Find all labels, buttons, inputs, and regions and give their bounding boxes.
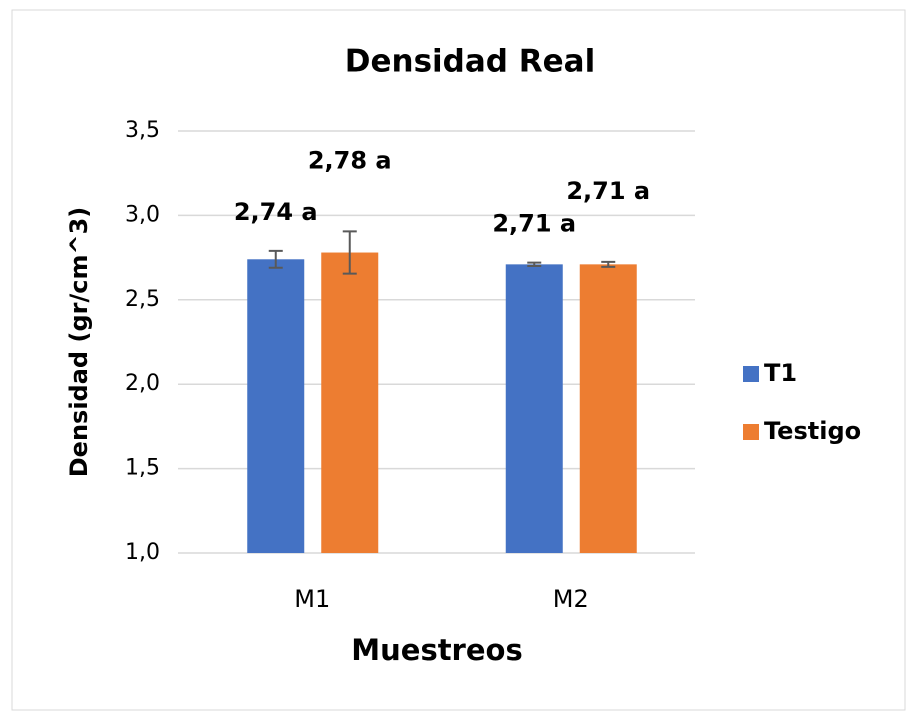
data-label: 2,71 a [566, 177, 650, 205]
y-tick-label: 3,0 [125, 202, 160, 227]
x-tick-label: M2 [553, 585, 589, 613]
error-bar [268, 249, 283, 269]
error-bar [342, 230, 357, 275]
bar [321, 252, 379, 553]
bar [579, 264, 637, 553]
y-tick-label: 1,0 [125, 540, 160, 565]
error-bar [527, 261, 542, 268]
y-tick-label: 3,5 [125, 118, 160, 143]
chart-title: Densidad Real [345, 44, 595, 80]
legend-swatch [743, 366, 759, 382]
bar [505, 264, 563, 553]
legend-label: Testigo [764, 417, 861, 445]
y-tick-label: 1,5 [125, 456, 160, 481]
legend-swatch [743, 424, 759, 440]
x-axis-title: Muestreos [351, 633, 522, 667]
bar [247, 259, 305, 553]
x-tick-label: M1 [294, 585, 330, 613]
chart-border [11, 9, 906, 711]
error-bar [601, 260, 616, 268]
legend-label: T1 [764, 359, 797, 387]
data-label: 2,71 a [492, 210, 576, 238]
y-tick-label: 2,0 [125, 371, 160, 396]
data-label: 2,78 a [308, 146, 392, 174]
data-label: 2,74 a [234, 198, 318, 226]
y-axis-title: Densidad (gr/cm^3) [65, 207, 93, 477]
y-tick-label: 2,5 [125, 287, 160, 312]
